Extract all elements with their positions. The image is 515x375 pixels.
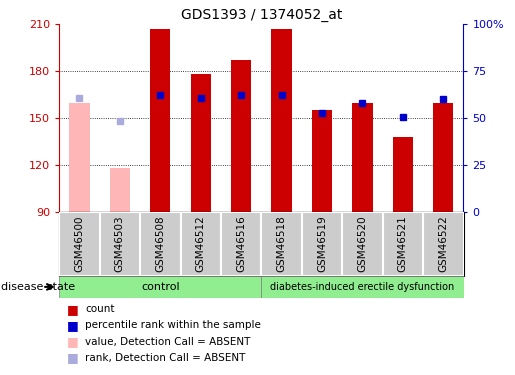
Bar — [180, 212, 221, 276]
Text: ■: ■ — [67, 319, 79, 332]
Text: rank, Detection Call = ABSENT: rank, Detection Call = ABSENT — [85, 353, 245, 363]
Bar — [271, 29, 291, 212]
Text: GSM46503: GSM46503 — [115, 215, 125, 272]
Text: ■: ■ — [67, 303, 79, 316]
Text: GSM46500: GSM46500 — [75, 216, 84, 272]
Text: GSM46516: GSM46516 — [236, 215, 246, 272]
Bar — [261, 212, 302, 276]
Bar — [312, 110, 332, 212]
Bar — [140, 212, 180, 276]
Bar — [393, 137, 413, 212]
Text: value, Detection Call = ABSENT: value, Detection Call = ABSENT — [85, 337, 250, 346]
Bar — [423, 212, 464, 276]
Text: ■: ■ — [67, 335, 79, 348]
Text: GSM46520: GSM46520 — [357, 215, 367, 272]
Bar — [59, 276, 261, 298]
Text: GSM46522: GSM46522 — [438, 215, 448, 272]
Bar — [302, 212, 342, 276]
Bar — [191, 74, 211, 212]
Bar — [110, 168, 130, 212]
Bar — [59, 212, 100, 276]
Text: GSM46518: GSM46518 — [277, 215, 286, 272]
Text: GSM46508: GSM46508 — [156, 215, 165, 272]
Bar — [383, 212, 423, 276]
Bar — [150, 29, 170, 212]
Text: control: control — [141, 282, 180, 292]
Bar — [221, 212, 261, 276]
Text: count: count — [85, 304, 114, 314]
Text: GSM46521: GSM46521 — [398, 215, 408, 272]
Bar — [100, 212, 140, 276]
Bar — [261, 276, 464, 298]
Title: GDS1393 / 1374052_at: GDS1393 / 1374052_at — [181, 8, 342, 22]
Text: diabetes-induced erectile dysfunction: diabetes-induced erectile dysfunction — [270, 282, 455, 292]
Bar — [352, 102, 372, 212]
Text: percentile rank within the sample: percentile rank within the sample — [85, 321, 261, 330]
Text: ■: ■ — [67, 351, 79, 364]
Bar — [231, 60, 251, 212]
Bar — [342, 212, 383, 276]
Text: GSM46512: GSM46512 — [196, 215, 205, 272]
Text: disease state: disease state — [1, 282, 75, 292]
Bar — [70, 102, 90, 212]
Bar — [433, 102, 453, 212]
Text: GSM46519: GSM46519 — [317, 215, 327, 272]
